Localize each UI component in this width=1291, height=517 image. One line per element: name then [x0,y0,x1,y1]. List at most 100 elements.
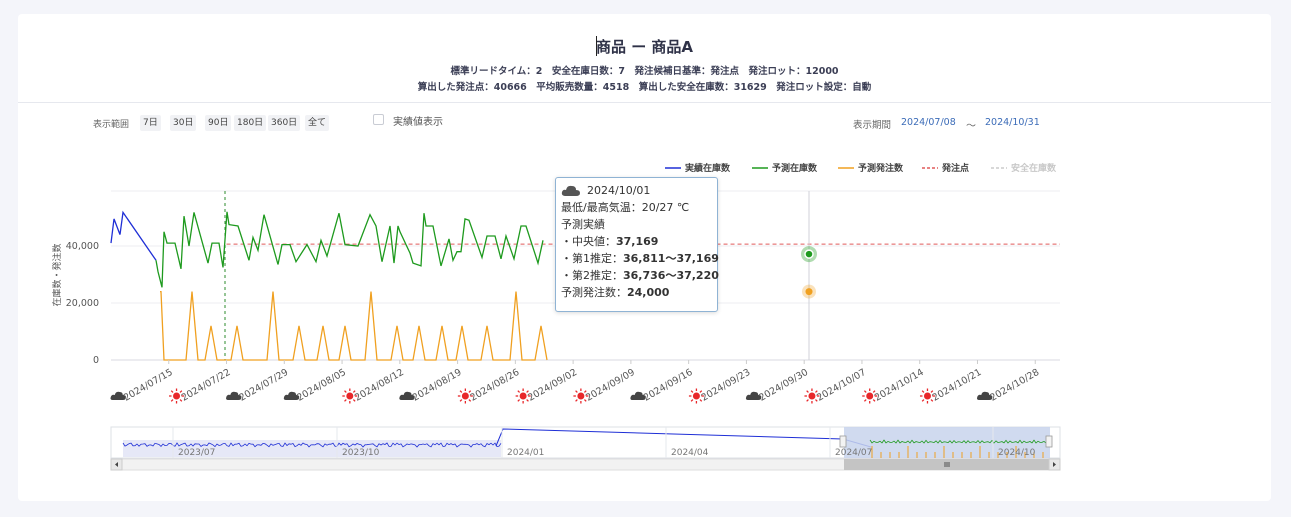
sun-icon [923,392,931,400]
range-label: 表示範囲 [93,120,130,130]
sun-icon [173,392,181,400]
period-separator: 〜 [966,121,976,132]
y-tick-label: 40,000 [66,241,99,252]
tooltip-median: ・中央値：37,169 [561,235,659,248]
actual-values-checkbox[interactable] [373,114,384,125]
sun-ray [930,399,934,402]
x-tick-label: 2024/08/26 [468,367,521,404]
forecast-stock-line [155,211,544,288]
navigator-label: 2024/07 [835,448,872,458]
data-tooltip: 2024/10/01 最低/最高気温：20/27 ℃ 予測実績 ・中央値：37,… [555,177,719,312]
range-button-180d[interactable]: 180日 [234,115,267,131]
x-tick-label: 2024/09/02 [526,367,579,404]
sun-icon [461,392,469,400]
text-cursor [596,36,597,56]
forecast-highlight-point [804,249,814,259]
tooltip-date: 2024/10/01 [587,184,651,197]
chevron-right-icon [1053,462,1056,467]
range-button-30d[interactable]: 30日 [170,115,197,131]
calculated-summary: 算出した発注点：40666 平均販売数量：4518 算出した安全在庫数：3162… [417,82,872,93]
sun-ray [872,390,876,393]
navigator-label: 2024/01 [507,448,544,458]
x-tick-label: 2024/10/28 [988,367,1041,404]
sun-ray [344,390,347,393]
range-button-7d[interactable]: 7日 [140,115,161,131]
tooltip-temperature: 最低/最高気温：20/27 ℃ [561,201,690,214]
navigator-label: 2024/04 [671,448,709,458]
cloud-icon [399,391,415,400]
sun-ray [921,399,925,402]
legend-label: 予測発注数 [858,162,904,174]
sun-ray [699,399,703,402]
sun-icon [692,392,700,400]
cloud-icon [745,391,762,400]
x-tick-label: 2024/07/22 [180,367,233,404]
x-tick-label: 2024/08/12 [353,367,406,404]
x-tick-label: 2024/10/07 [815,367,868,404]
range-button-all[interactable]: 全て [305,115,330,131]
cloud-icon [226,391,242,400]
sun-ray [930,390,934,393]
sun-ray [575,399,578,402]
x-tick-label: 2024/07/15 [122,367,175,404]
range-button-360d[interactable]: 360日 [268,115,301,131]
sun-ray [815,390,818,393]
sun-ray [344,399,347,402]
parameter-summary: 標準リードタイム：2 安全在庫日数：7 発注候補日基準：発注点 発注ロット：12… [450,66,839,77]
sun-ray [872,399,876,402]
sun-ray [699,390,703,393]
sun-ray [468,399,472,402]
sun-ray [170,399,174,402]
y-tick-label: 0 [93,355,99,366]
sun-ray [352,399,356,402]
tooltip-estimate-2: ・第2推定：36,736〜37,220 [561,269,719,282]
actual-stock-line [110,210,157,261]
page-title: 商品 ー 商品A [595,38,694,56]
navigator-forecast-line [869,439,1049,444]
x-tick-label: 2024/10/14 [873,367,926,404]
x-tick-label: 2024/09/16 [642,367,695,404]
order-highlight-point [805,288,813,296]
sun-ray [517,390,521,393]
sun-ray [806,390,809,393]
sun-icon [866,392,874,400]
navigator-handle-right [1045,435,1053,448]
sun-ray [575,390,578,393]
sun-ray [583,399,587,402]
tooltip-estimate-1: ・第1推定：36,811〜37,169 [561,252,719,265]
x-tick-label: 2024/09/23 [699,367,752,404]
sun-icon [808,392,816,400]
actual-values-label: 実績値表示 [393,117,443,128]
sun-ray [921,390,925,393]
legend-label: 安全在庫数 [1011,162,1057,174]
tooltip-order: 予測発注数：24,000 [561,286,670,299]
cloud-icon [283,391,300,400]
navigator-history-line [122,442,502,448]
x-tick-label: 2024/09/30 [757,367,810,404]
x-tick-label: 2024/10/21 [931,367,984,404]
sun-ray [526,390,529,393]
sun-ray [517,399,521,402]
sun-ray [170,390,174,393]
navigator-label: 2023/07 [178,448,215,458]
x-tick-label: 2024/09/09 [584,367,637,404]
x-tick-label: 2024/08/19 [411,367,464,404]
navigator-label: 2024/10 [998,448,1036,458]
sun-ray [690,390,694,393]
chart-header: 商品 ー 商品A 標準リードタイム：2 安全在庫日数：7 発注候補日基準：発注点… [18,14,1271,103]
period-label: 表示期間 [853,120,892,131]
period-to[interactable]: 2024/10/31 [985,117,1040,128]
range-button-90d[interactable]: 90日 [205,115,232,131]
legend-label: 実績在庫数 [685,162,731,174]
sun-ray [806,399,809,402]
sun-ray [459,390,463,393]
x-tick-label: 2024/07/29 [237,367,290,404]
cloud-icon [630,391,646,400]
forecast-order-line [160,290,548,361]
sun-icon [346,392,354,400]
sun-ray [179,399,183,402]
sun-icon [577,392,585,400]
x-tick-label: 2024/08/05 [295,367,348,404]
period-from[interactable]: 2024/07/08 [901,117,956,128]
